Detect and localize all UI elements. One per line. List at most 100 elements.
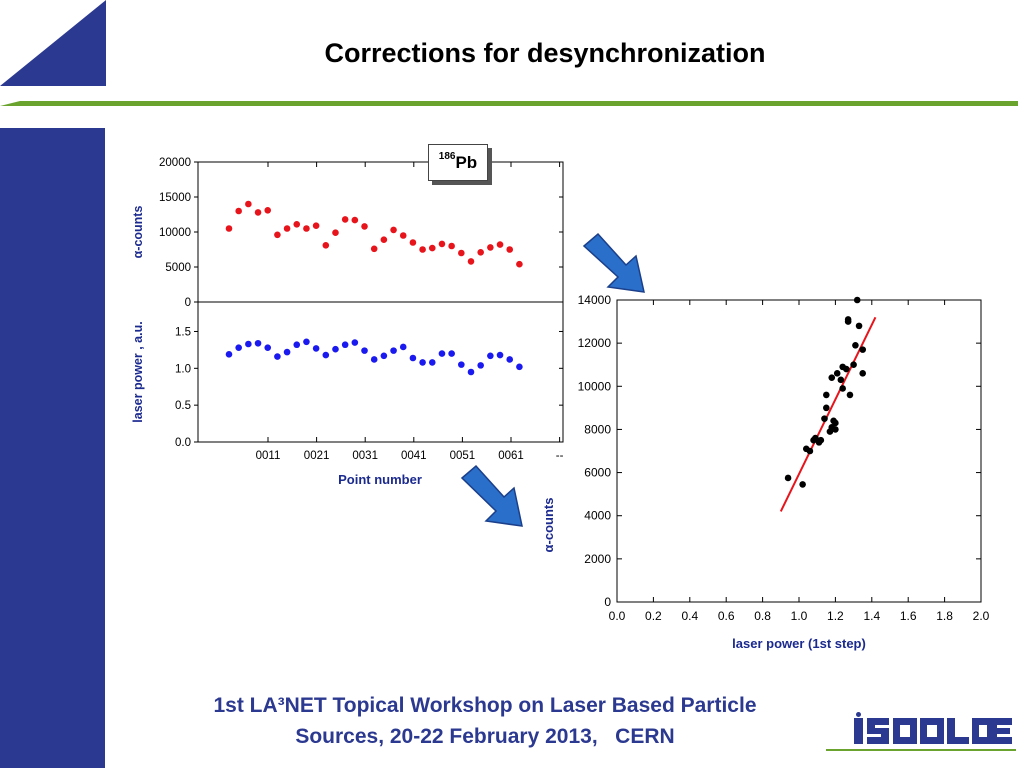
- x-tick-label: 2.0: [973, 609, 990, 623]
- footer-text: 1st LA³NET Topical Workshop on Laser Bas…: [150, 690, 820, 752]
- data-point: [399, 232, 407, 239]
- data-point: [293, 341, 301, 349]
- data-point: [487, 352, 494, 360]
- data-point: [428, 359, 436, 366]
- data-point: [806, 447, 814, 455]
- header-divider: [0, 101, 1018, 106]
- x-tick-label: 0021: [304, 450, 330, 462]
- data-point: [812, 434, 819, 442]
- data-point: [332, 229, 339, 236]
- footer-line-2: Sources, 20-22 February 2013, CERN: [295, 725, 675, 748]
- data-point: [850, 361, 857, 369]
- data-point: [506, 246, 514, 253]
- data-point: [303, 338, 310, 346]
- data-point: [833, 370, 841, 377]
- x-tick-label: 0031: [352, 450, 378, 462]
- data-point: [458, 361, 465, 368]
- time-series-chart: 20000 15000 10000 5000 0 α-counts 1.5 1.0 0.5 0.0…: [131, 157, 564, 487]
- data-point: [332, 345, 339, 353]
- data-point: [322, 242, 330, 249]
- data-point: [274, 231, 281, 239]
- data-point: [438, 350, 446, 357]
- y-tick-label: 0: [604, 595, 611, 609]
- arrow-icon: [582, 232, 645, 293]
- data-point: [516, 260, 523, 268]
- data-point: [419, 359, 426, 366]
- x-tick-label: 1.8: [936, 609, 953, 623]
- y-tick-label: 8000: [584, 422, 611, 436]
- data-point: [817, 436, 825, 444]
- y-tick-label: 0.0: [175, 437, 191, 449]
- data-point: [341, 341, 349, 349]
- data-point: [496, 351, 504, 359]
- data-point: [852, 342, 859, 349]
- data-point: [832, 419, 839, 427]
- data-point: [370, 245, 378, 253]
- data-point: [380, 236, 388, 243]
- data-point: [351, 216, 359, 224]
- data-point: [293, 221, 301, 228]
- data-point: [846, 391, 854, 399]
- data-point: [264, 207, 272, 214]
- y-tick-label: 6000: [584, 466, 611, 480]
- data-point: [312, 345, 320, 352]
- data-point: [235, 207, 242, 215]
- data-point: [467, 368, 475, 376]
- x-tick-label: 1.4: [863, 609, 880, 623]
- plot-frame: [197, 161, 564, 303]
- data-point: [843, 365, 850, 373]
- y-tick-label: 20000: [159, 157, 191, 169]
- data-point: [245, 340, 252, 348]
- data-point: [254, 339, 262, 347]
- x-tick-label: 0051: [450, 450, 476, 462]
- y-tick-label: 5000: [165, 262, 191, 274]
- data-point: [784, 474, 792, 482]
- data-point: [458, 249, 465, 257]
- data-point: [390, 347, 397, 354]
- y-tick-label: 15000: [159, 192, 191, 204]
- arrow-icon: [460, 464, 523, 527]
- isotope-label: 186Pb: [428, 144, 488, 181]
- x-tick-label: 0011: [256, 450, 281, 462]
- logo-underline: [826, 749, 1016, 751]
- slide-title: Corrections for desynchronization: [324, 38, 766, 68]
- data-point: [859, 346, 866, 353]
- data-point: [477, 362, 484, 369]
- data-point: [283, 225, 291, 232]
- data-point: [322, 351, 330, 359]
- x-axis-label: laser power (1st step): [732, 636, 866, 651]
- y-tick-label: 4000: [584, 509, 611, 523]
- isotope-symbol: Pb: [455, 153, 478, 172]
- x-tick-label: 0.8: [754, 609, 771, 623]
- left-sidebar-band: [0, 128, 105, 768]
- data-point: [844, 318, 852, 325]
- data-point: [828, 374, 836, 381]
- data-point: [837, 376, 845, 384]
- y-tick-label: 14000: [578, 293, 612, 307]
- data-point: [853, 296, 861, 304]
- data-point: [409, 354, 417, 362]
- data-point: [351, 339, 359, 346]
- data-point: [799, 481, 806, 488]
- corner-triangle: [0, 0, 106, 86]
- data-point: [225, 351, 233, 358]
- data-point: [438, 240, 446, 248]
- x-tick-label: 0.4: [681, 609, 698, 623]
- data-point: [399, 343, 407, 351]
- data-point: [823, 391, 830, 399]
- plot-frame: [616, 299, 982, 603]
- data-point: [839, 385, 846, 392]
- x-tick-label: 1.6: [900, 609, 917, 623]
- data-point: [477, 249, 484, 256]
- data-point: [370, 356, 378, 363]
- y-tick-label: 0: [185, 297, 191, 309]
- footer-line-1: 1st LA³NET Topical Workshop on Laser Bas…: [213, 694, 757, 717]
- data-point: [235, 344, 242, 351]
- data-point: [859, 370, 866, 377]
- x-tick-label: 0.2: [645, 609, 662, 623]
- data-point: [428, 244, 436, 252]
- data-point: [448, 242, 455, 250]
- y-tick-label: 10000: [159, 227, 191, 239]
- x-tick-label: 1.0: [791, 609, 808, 623]
- data-point: [283, 348, 291, 356]
